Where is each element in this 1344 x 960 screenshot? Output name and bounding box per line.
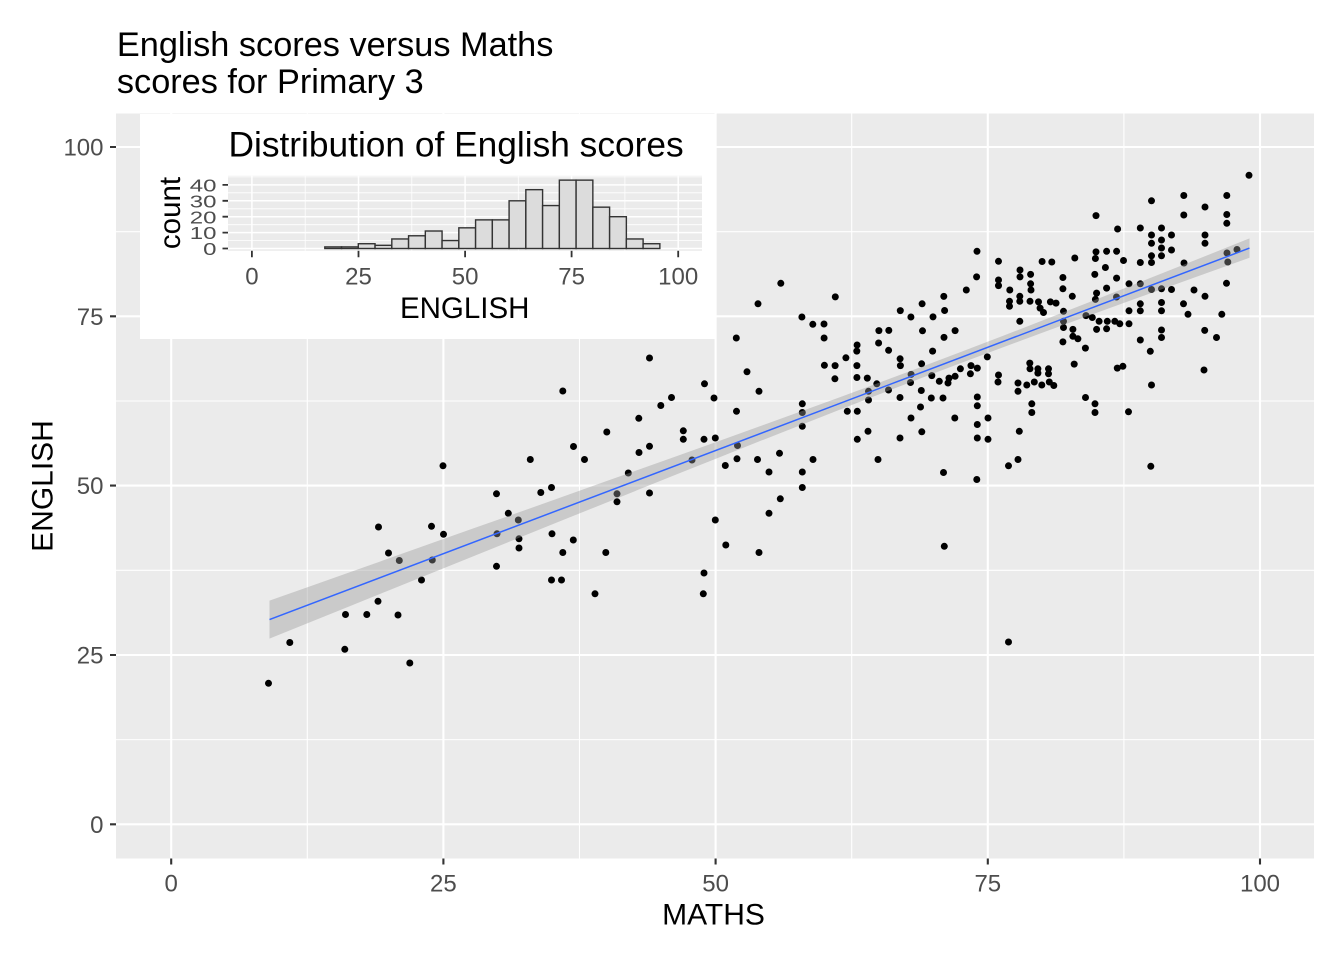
svg-text:count: count xyxy=(154,177,187,249)
svg-text:40: 40 xyxy=(190,176,217,196)
svg-text:25: 25 xyxy=(77,643,104,670)
svg-text:100: 100 xyxy=(1240,870,1280,897)
svg-text:100: 100 xyxy=(63,135,103,162)
svg-text:100: 100 xyxy=(658,264,698,291)
svg-text:English scores versus Maths: English scores versus Maths xyxy=(117,26,554,64)
svg-text:ENGLISH: ENGLISH xyxy=(27,420,60,552)
svg-text:20: 20 xyxy=(190,208,217,228)
svg-text:75: 75 xyxy=(77,304,104,331)
svg-text:50: 50 xyxy=(77,473,104,500)
svg-text:0: 0 xyxy=(165,870,178,897)
svg-text:25: 25 xyxy=(430,870,457,897)
svg-text:ENGLISH: ENGLISH xyxy=(400,292,530,325)
svg-text:MATHS: MATHS xyxy=(662,899,765,932)
svg-text:25: 25 xyxy=(345,264,372,291)
svg-text:Distribution of English scores: Distribution of English scores xyxy=(229,125,684,164)
svg-text:30: 30 xyxy=(190,192,217,212)
svg-text:scores for Primary 3: scores for Primary 3 xyxy=(117,63,424,101)
svg-text:75: 75 xyxy=(558,264,585,291)
svg-text:75: 75 xyxy=(974,870,1001,897)
svg-text:0: 0 xyxy=(203,240,216,260)
svg-text:10: 10 xyxy=(190,224,217,244)
svg-text:50: 50 xyxy=(702,870,729,897)
svg-text:0: 0 xyxy=(245,264,258,291)
svg-text:0: 0 xyxy=(90,812,103,839)
svg-text:50: 50 xyxy=(452,264,479,291)
